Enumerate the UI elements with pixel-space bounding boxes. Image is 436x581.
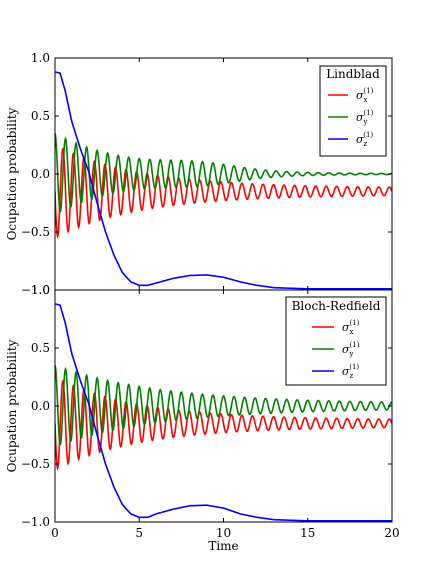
x-tick-label: 15 xyxy=(300,526,315,540)
y-tick-label: 0.5 xyxy=(31,109,50,123)
x-tick-label: 10 xyxy=(216,526,231,540)
legend-label-x: σx(1) xyxy=(342,319,360,336)
legend-label-z: σz(1) xyxy=(342,363,359,380)
legend-box xyxy=(285,296,387,386)
x-tick-label: 5 xyxy=(135,526,143,540)
y-tick-label: −0.5 xyxy=(21,457,50,471)
y-tick-label: 0.5 xyxy=(31,341,50,355)
legend: Lindblad σx(1) σy(1) σz(1) xyxy=(319,65,387,157)
x-axis-title: Time xyxy=(208,539,238,553)
series-line-y xyxy=(55,365,392,446)
legend-title: Lindblad xyxy=(326,67,380,81)
y-tick-label: −1.0 xyxy=(21,515,50,529)
y-tick-label: 1.0 xyxy=(31,51,50,65)
x-tick-label: 0 xyxy=(51,526,59,540)
series-line-z xyxy=(55,71,392,290)
legend-box xyxy=(319,65,387,157)
y-tick-label: −1.0 xyxy=(21,283,50,297)
legend-label-z: σz(1) xyxy=(356,131,373,148)
legend-label-x: σx(1) xyxy=(356,87,374,104)
x-tick-label: 20 xyxy=(384,526,399,540)
legend-label-y: σy(1) xyxy=(342,341,360,358)
panel-1: 1.0 0.5 0.0 −0.5 −1.0 Ocupation probability Li… xyxy=(5,51,393,297)
legend-title: Bloch-Redfield xyxy=(292,299,381,313)
y-tick-label: −0.5 xyxy=(21,225,50,239)
series-line-x xyxy=(55,379,392,471)
series-line-z xyxy=(55,303,392,522)
legend-label-y: σy(1) xyxy=(356,109,374,126)
y-tick-label: 0.0 xyxy=(31,399,50,413)
y-axis-title: Ocupation probability xyxy=(5,339,19,472)
series-line-y xyxy=(55,133,392,213)
y-axis-title: Ocupation probability xyxy=(5,107,19,240)
panel-2: 0 5 10 15 20 1.0 0.5 0.0 −0.5 −1.0 Ocupation proba… xyxy=(5,283,400,553)
y-tick-label: 0.0 xyxy=(31,167,50,181)
series-line-x xyxy=(55,147,392,239)
y-tick-label: 1.0 xyxy=(31,283,50,297)
legend: Bloch-Redfield σx(1) σy(1) σz(1) xyxy=(285,296,387,386)
